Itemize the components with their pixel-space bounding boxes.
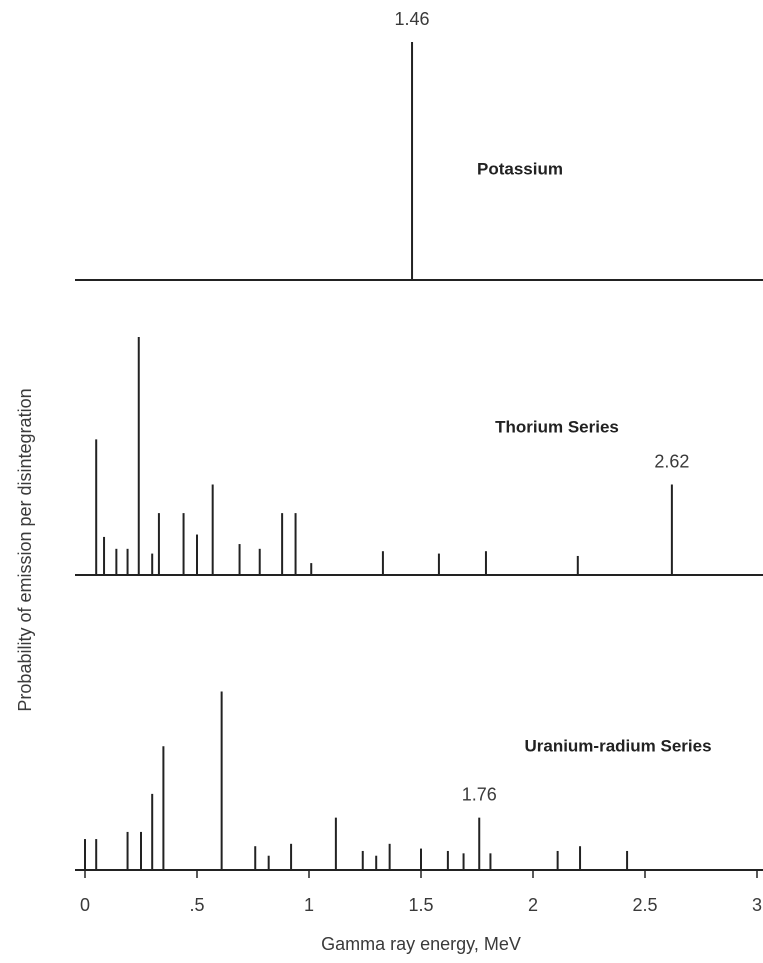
x-tick-label: .5 <box>189 895 204 915</box>
panel-title: Uranium-radium Series <box>524 736 711 755</box>
energy-label: 1.76 <box>462 784 497 804</box>
energy-label: 1.46 <box>395 9 430 29</box>
x-tick-label: 3 <box>752 895 762 915</box>
panel-title: Thorium Series <box>495 417 619 436</box>
x-tick-label: 0 <box>80 895 90 915</box>
x-tick-label: 1 <box>304 895 314 915</box>
x-tick-label: 2.5 <box>632 895 657 915</box>
x-tick-label: 1.5 <box>408 895 433 915</box>
panel-title: Potassium <box>477 159 563 178</box>
x-axis-label: Gamma ray energy, MeV <box>321 934 521 954</box>
y-axis-label: Probability of emission per disintegrati… <box>15 388 35 711</box>
energy-label: 2.62 <box>654 451 689 471</box>
x-tick-label: 2 <box>528 895 538 915</box>
